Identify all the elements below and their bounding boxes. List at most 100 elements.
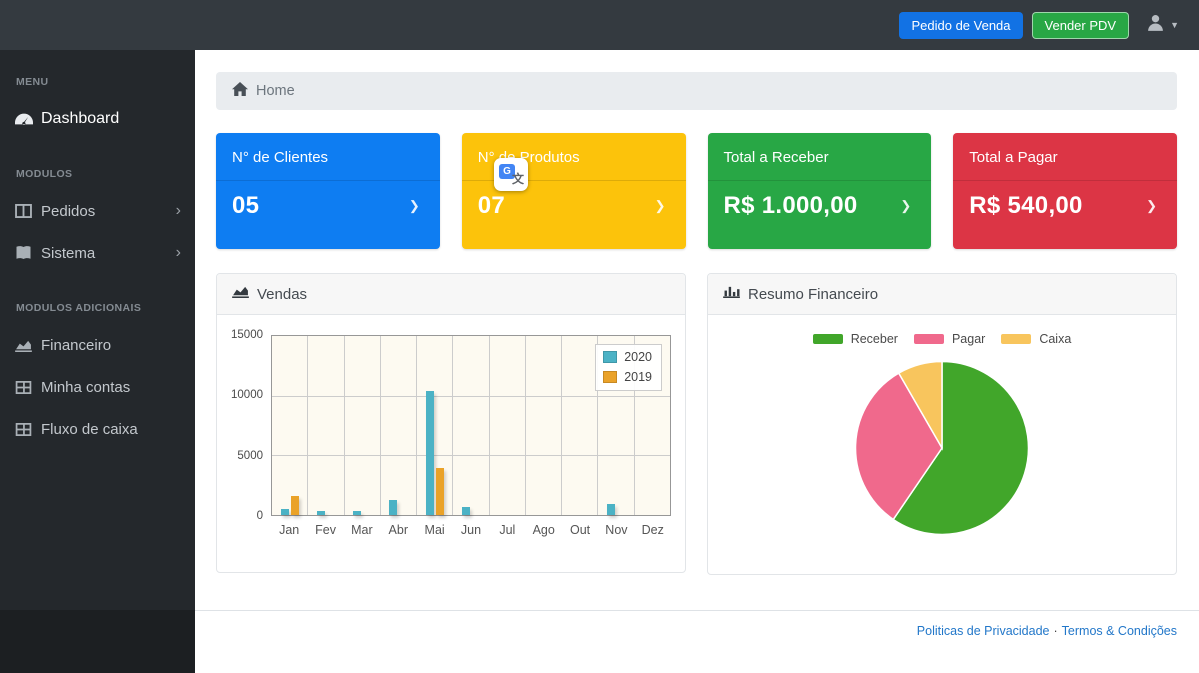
resumo-panel-header: Resumo Financeiro: [708, 274, 1176, 315]
topbar: Pedido de Venda Vender PDV ▼: [0, 0, 1199, 50]
legend-label: Pagar: [952, 332, 985, 346]
bar-2020-Jun: [462, 507, 470, 515]
y-tick-label: 0: [257, 510, 263, 522]
sidebar-item-fluxo-de-caixa[interactable]: Fluxo de caixa: [0, 408, 195, 450]
x-tick-label: Mai: [416, 523, 452, 537]
breadcrumb: Home: [216, 72, 1177, 110]
x-tick-label: Nov: [598, 523, 634, 537]
sidebar-item-label: Financeiro: [41, 337, 111, 354]
privacy-policy-link[interactable]: Politicas de Privacidade: [917, 624, 1050, 638]
resumo-panel: Resumo Financeiro Receber Pagar Caixa: [707, 273, 1177, 575]
sidebar-item-label: Sistema: [41, 245, 95, 262]
y-tick-label: 10000: [231, 389, 263, 401]
breadcrumb-home-link[interactable]: Home: [256, 83, 295, 99]
sidebar-item-financeiro[interactable]: Financeiro: [0, 324, 195, 366]
vender-pdv-button[interactable]: Vender PDV: [1032, 12, 1130, 39]
chevron-right-icon: ›: [176, 245, 181, 261]
chevron-right-icon[interactable]: ❯: [1146, 198, 1161, 214]
card-value: 05: [232, 192, 259, 220]
sidebar-footer-shade: [0, 610, 195, 673]
sidebar-heading-modulos: MODULOS: [0, 168, 195, 180]
tachometer-icon: [15, 113, 41, 125]
vendas-x-axis: JanFevMarAbrMaiJunJulAgoOutNovDez: [271, 523, 671, 537]
sidebar-item-pedidos[interactable]: Pedidos ›: [0, 190, 195, 232]
main-content: Home N° de Clientes 05 ❯ N° de Produtos …: [195, 50, 1199, 673]
footer: Politicas de Privacidade · Termos & Condiç…: [195, 610, 1199, 673]
bar-2020-Mai: [426, 391, 434, 515]
book-open-icon: [15, 246, 41, 260]
footer-separator: ·: [1054, 624, 1058, 638]
x-tick-label: Abr: [380, 523, 416, 537]
table-icon: [15, 381, 41, 394]
chevron-right-icon[interactable]: ❯: [409, 198, 424, 214]
stat-card-clientes[interactable]: N° de Clientes 05 ❯: [216, 133, 440, 249]
chevron-right-icon[interactable]: ❯: [655, 198, 670, 214]
legend-swatch: [914, 334, 944, 344]
pedido-de-venda-button[interactable]: Pedido de Venda: [899, 12, 1022, 39]
sidebar-item-minha-contas[interactable]: Minha contas: [0, 366, 195, 408]
translate-char-glyph: 文: [512, 170, 524, 187]
stat-card-total-receber[interactable]: Total a Receber R$ 1.000,00 ❯: [708, 133, 932, 249]
x-tick-label: Jun: [453, 523, 489, 537]
legend-swatch: [813, 334, 843, 344]
legend-item-Receber: Receber: [813, 332, 898, 346]
chart-area-icon: [232, 285, 249, 303]
bar-2020-Abr: [389, 500, 397, 515]
bar-group-Out: [562, 336, 598, 515]
legend-item-2020: 2020: [603, 350, 652, 364]
x-tick-label: Jul: [489, 523, 525, 537]
bar-2020-Jan: [281, 509, 289, 515]
bar-2020-Mar: [353, 511, 361, 515]
vendas-panel-header: Vendas: [217, 274, 685, 315]
resumo-pie-svg: [848, 354, 1036, 542]
legend-label: Caixa: [1039, 332, 1071, 346]
legend-item-Pagar: Pagar: [914, 332, 985, 346]
sidebar-item-sistema[interactable]: Sistema ›: [0, 232, 195, 274]
chart-area-icon: [15, 339, 41, 352]
card-value: R$ 540,00: [969, 192, 1082, 220]
x-tick-label: Dez: [635, 523, 671, 537]
bar-2020-Nov: [607, 504, 615, 515]
card-value: R$ 1.000,00: [724, 192, 858, 220]
panel-title: Resumo Financeiro: [748, 286, 878, 303]
home-icon[interactable]: [232, 82, 248, 101]
stat-card-produtos[interactable]: N° de Produtos 07 ❯: [462, 133, 686, 249]
bar-group-Fev: [308, 336, 344, 515]
bar-group-Jul: [490, 336, 526, 515]
y-tick-label: 5000: [237, 450, 263, 462]
bar-group-Jan: [272, 336, 308, 515]
sidebar-item-label: Minha contas: [41, 379, 130, 396]
table-icon: [15, 423, 41, 436]
sidebar-heading-modulos-adicionais: MODULOS ADICIONAIS: [0, 302, 195, 314]
card-title: Total a Receber: [708, 133, 932, 180]
legend-item-Caixa: Caixa: [1001, 332, 1071, 346]
chevron-right-icon[interactable]: ❯: [900, 198, 915, 214]
legend-item-2019: 2019: [603, 370, 652, 384]
legend-swatch: [603, 371, 617, 383]
bar-group-Abr: [381, 336, 417, 515]
x-tick-label: Fev: [307, 523, 343, 537]
stat-cards-row: N° de Clientes 05 ❯ N° de Produtos 07 ❯ …: [216, 133, 1177, 249]
legend-label: 2020: [624, 350, 652, 364]
vendas-y-axis: 050001000015000: [223, 335, 271, 516]
sidebar-item-dashboard[interactable]: Dashboard: [0, 98, 195, 140]
google-translate-icon[interactable]: G 文: [494, 158, 528, 191]
bar-2019-Jan: [291, 496, 299, 515]
stat-card-total-pagar[interactable]: Total a Pagar R$ 540,00 ❯: [953, 133, 1177, 249]
dashboard-app: Pedido de Venda Vender PDV ▼ MENU Dashbo…: [0, 0, 1199, 673]
bar-group-Mar: [345, 336, 381, 515]
sidebar: MENU Dashboard MODULOS Pedidos › Sistema…: [0, 50, 195, 673]
legend-label: 2019: [624, 370, 652, 384]
legend-label: Receber: [851, 332, 898, 346]
card-value: 07: [478, 192, 505, 220]
bar-group-Jun: [453, 336, 489, 515]
panel-title: Vendas: [257, 286, 307, 303]
bar-group-Mai: [417, 336, 453, 515]
terms-conditions-link[interactable]: Termos & Condições: [1062, 624, 1177, 638]
sidebar-item-label: Fluxo de caixa: [41, 421, 138, 438]
sidebar-heading-menu: MENU: [0, 76, 195, 88]
x-tick-label: Ago: [526, 523, 562, 537]
vendas-bar-plot: 2020 2019: [271, 335, 671, 516]
legend-swatch: [1001, 334, 1031, 344]
user-menu[interactable]: ▼: [1146, 13, 1179, 37]
